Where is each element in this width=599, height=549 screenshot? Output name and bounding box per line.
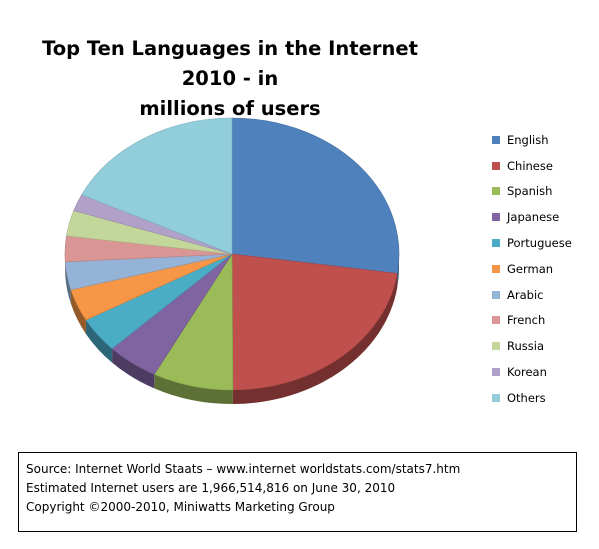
legend-label: Arabic — [507, 287, 544, 302]
legend-item-english: English — [492, 127, 572, 153]
estimate-line: Estimated Internet users are 1,966,514,8… — [26, 481, 396, 495]
legend-item-chinese: Chinese — [492, 153, 572, 179]
legend-label: Others — [507, 390, 546, 405]
legend-item-arabic: Arabic — [492, 282, 572, 308]
legend-item-french: French — [492, 308, 572, 334]
legend-item-others: Others — [492, 385, 572, 411]
legend-swatch — [492, 368, 500, 377]
legend-swatch — [492, 342, 500, 351]
legend-item-german: German — [492, 256, 572, 282]
pie-side-walls — [65, 254, 400, 404]
legend-label: Spanish — [507, 184, 553, 199]
legend-swatch — [492, 290, 500, 299]
legend-swatch — [492, 187, 500, 196]
legend-swatch — [492, 393, 500, 402]
pie-side-portuguese — [85, 319, 113, 363]
pie-slice-chinese — [231, 253, 398, 391]
pie-side-japanese — [112, 348, 155, 389]
legend-swatch — [492, 239, 500, 248]
legend-swatch — [492, 213, 500, 222]
pie-slice-others — [81, 117, 233, 255]
legend-label: French — [507, 313, 546, 328]
pie-side-chinese — [232, 273, 398, 404]
chart-title: Top Ten Languages in the Internet 2010 -… — [20, 34, 440, 124]
chart-title-line-1: Top Ten Languages in the Internet 2010 -… — [42, 37, 418, 90]
legend-item-portuguese: Portuguese — [492, 230, 572, 256]
legend-label: Chinese — [507, 158, 553, 173]
source-line: Source: Internet World Staats – www.inte… — [26, 462, 461, 476]
pie-chart — [64, 117, 400, 404]
pie-side-english — [397, 254, 400, 288]
pie-side-arabic — [65, 261, 71, 304]
chart-title-line-2: millions of users — [139, 97, 321, 120]
legend-item-korean: Korean — [492, 359, 572, 385]
pie-slice-english — [231, 117, 400, 274]
legend-label: Korean — [507, 365, 547, 380]
legend-label: Japanese — [507, 210, 560, 225]
legend-item-russia: Russia — [492, 333, 572, 359]
copyright-line: Copyright ©2000-2010, Miniwatts Marketin… — [26, 500, 335, 514]
legend-swatch — [492, 264, 500, 273]
legend-swatch — [492, 135, 500, 144]
legend-swatch — [492, 316, 500, 325]
chart-legend: English Chinese Spanish Japanese Portuguese G… — [492, 127, 572, 411]
legend-swatch — [492, 161, 500, 170]
pie-side-german — [70, 289, 86, 334]
legend-item-japanese: Japanese — [492, 204, 572, 230]
legend-label: Portuguese — [507, 236, 572, 251]
legend-item-spanish: Spanish — [492, 179, 572, 205]
legend-label: Russia — [507, 339, 544, 354]
legend-label: German — [507, 261, 554, 276]
source-box: Source: Internet World Staats – www.inte… — [18, 452, 577, 532]
legend-label: English — [507, 132, 549, 147]
